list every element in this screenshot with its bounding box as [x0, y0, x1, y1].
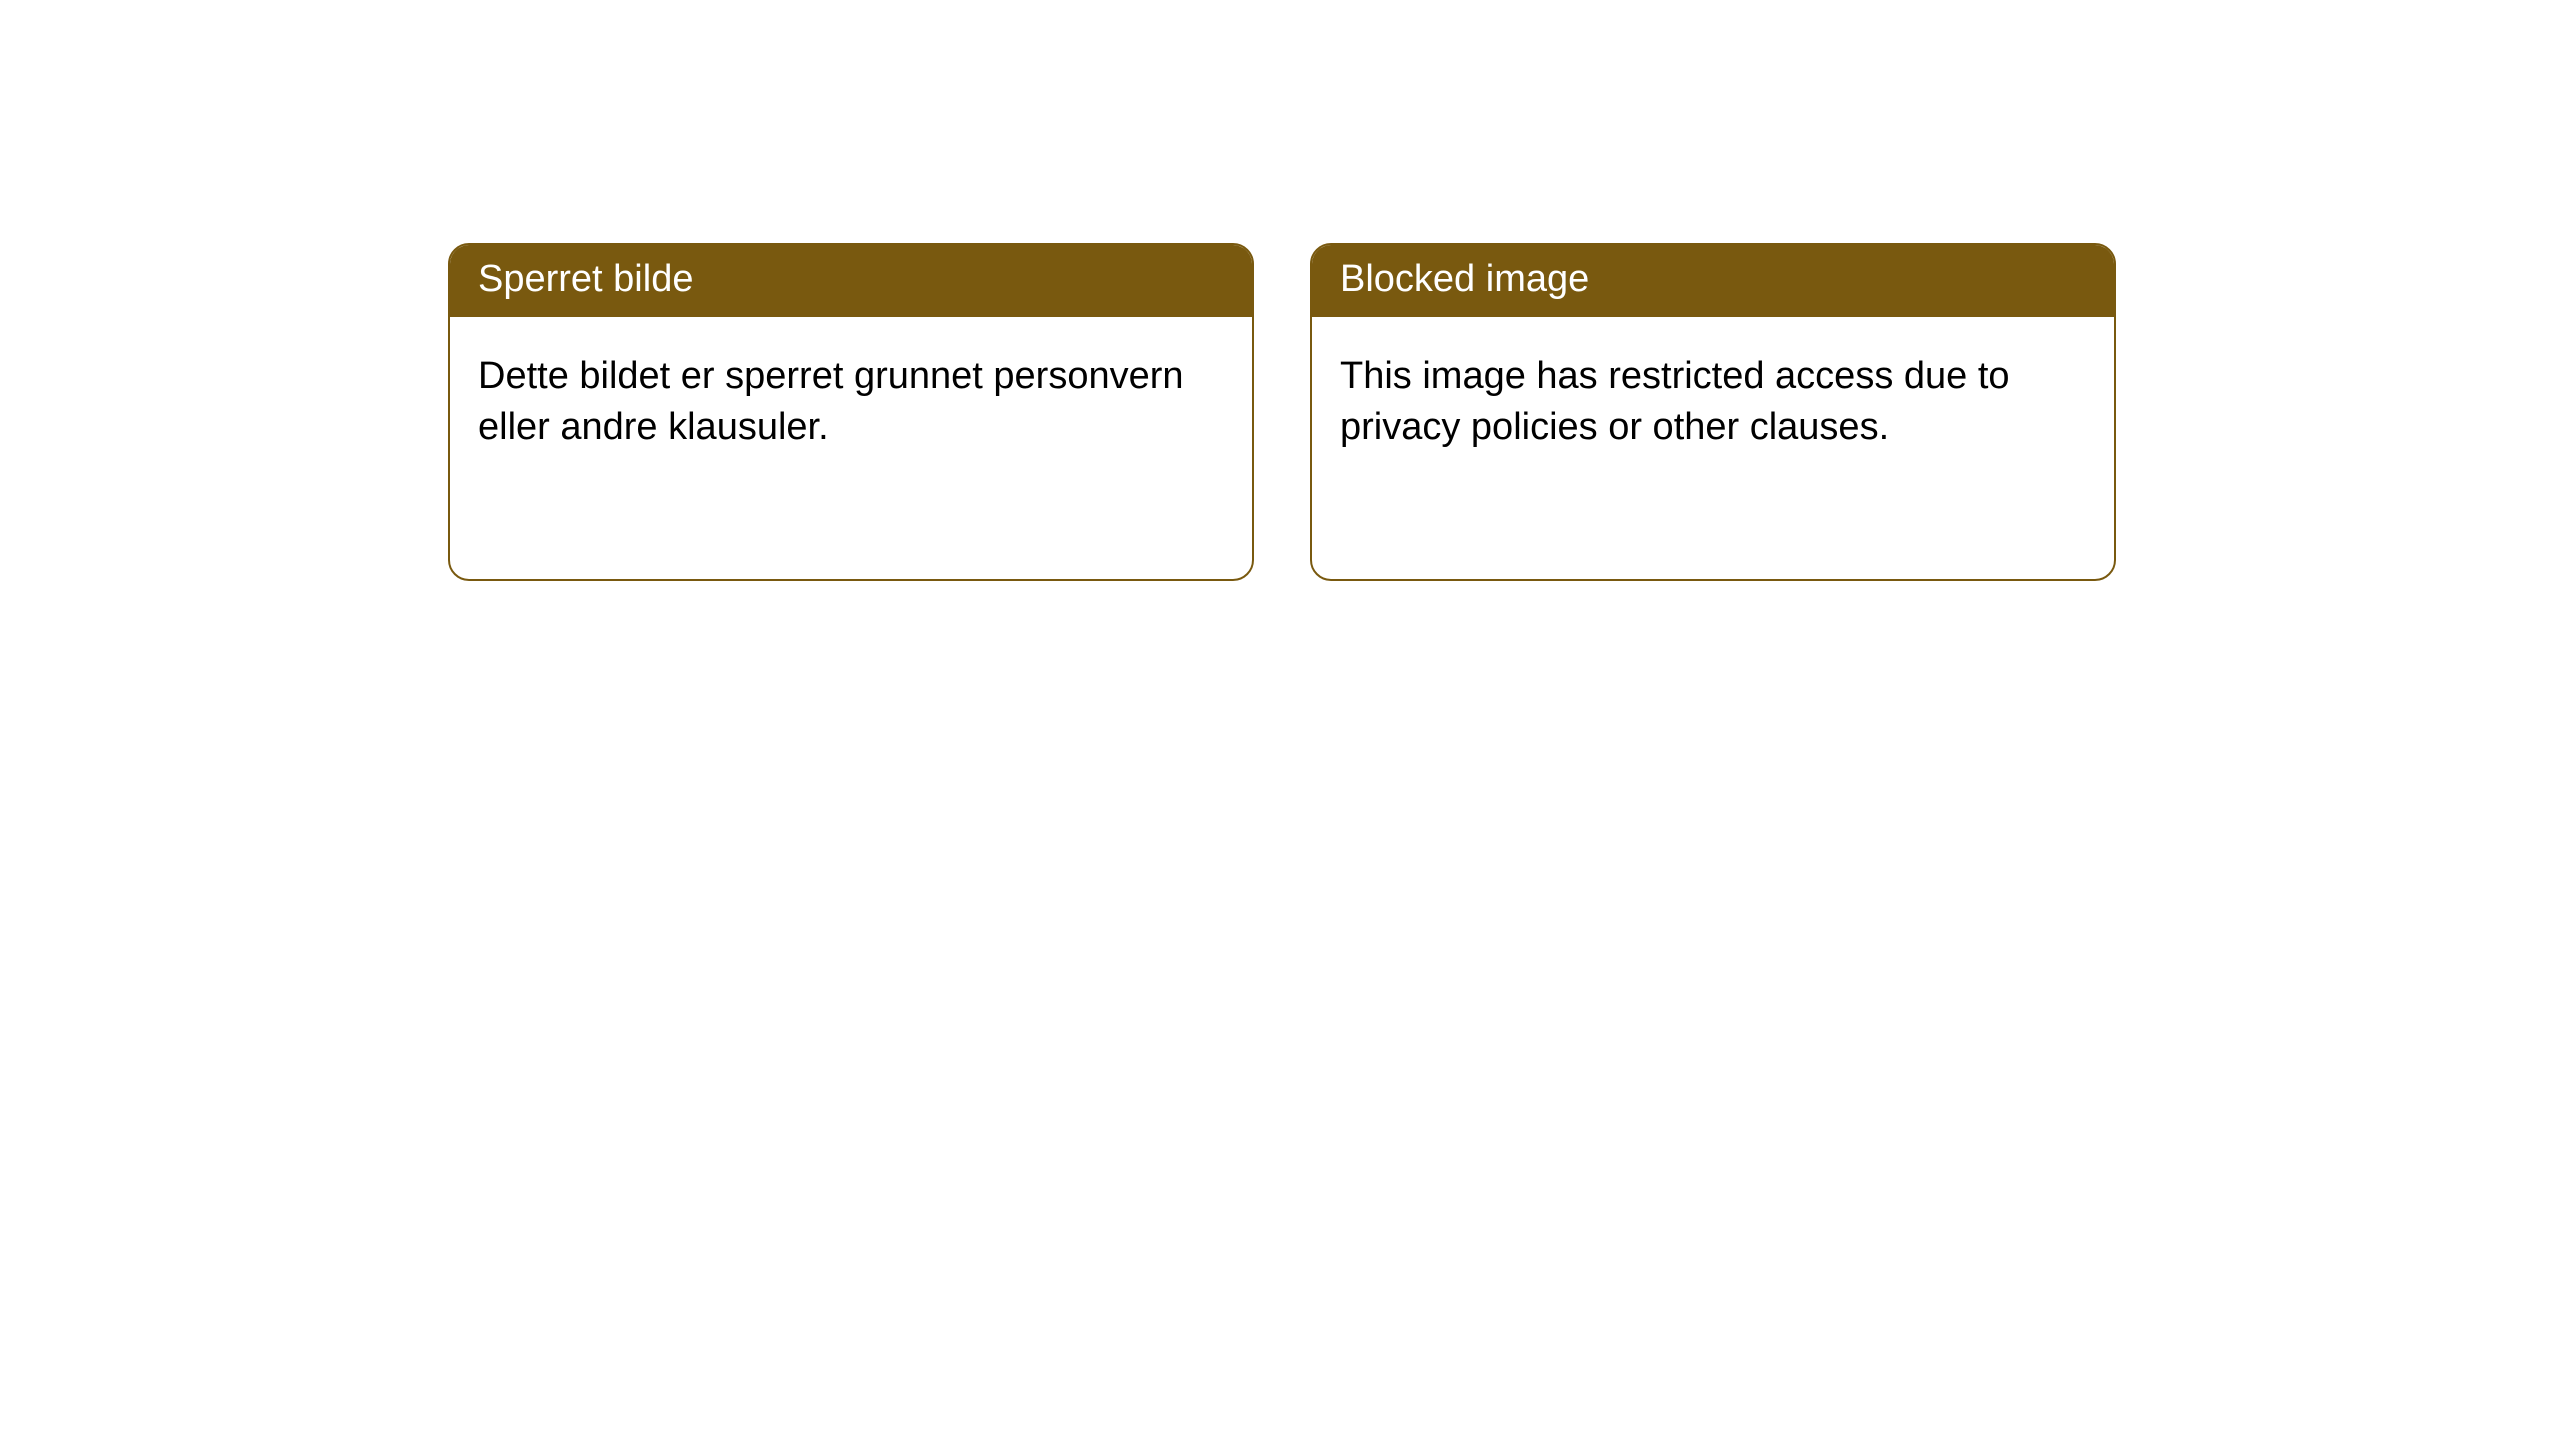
cards-container: Sperret bilde Dette bildet er sperret gr… — [0, 0, 2560, 581]
card-body-text: Dette bildet er sperret grunnet personve… — [478, 355, 1184, 448]
card-body-text: This image has restricted access due to … — [1340, 355, 2010, 448]
card-header-text: Sperret bilde — [478, 258, 693, 300]
card-body: Dette bildet er sperret grunnet personve… — [450, 317, 1252, 488]
card-header: Sperret bilde — [450, 245, 1252, 317]
blocked-image-card-english: Blocked image This image has restricted … — [1310, 243, 2116, 581]
card-header-text: Blocked image — [1340, 258, 1589, 300]
card-header: Blocked image — [1312, 245, 2114, 317]
card-body: This image has restricted access due to … — [1312, 317, 2114, 488]
blocked-image-card-norwegian: Sperret bilde Dette bildet er sperret gr… — [448, 243, 1254, 581]
